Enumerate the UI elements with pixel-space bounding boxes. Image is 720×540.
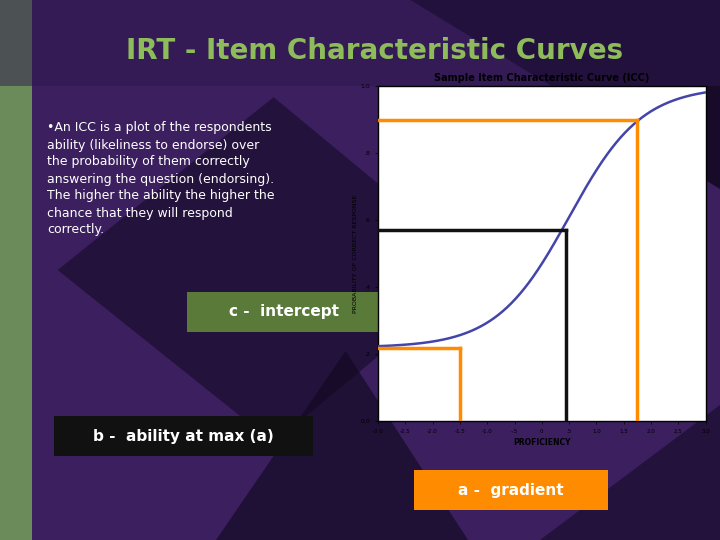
Bar (414, 470, 608, 510)
Polygon shape (410, 0, 720, 189)
X-axis label: PROFICIENCY: PROFICIENCY (513, 438, 570, 447)
Polygon shape (540, 405, 720, 540)
Text: b -  ability at max (a): b - ability at max (a) (93, 429, 274, 443)
Title: Sample Item Characteristic Curve (ICC): Sample Item Characteristic Curve (ICC) (434, 73, 649, 83)
Text: •An ICC is a plot of the respondents
ability (likeliness to endorse) over
the pr: •An ICC is a plot of the respondents abi… (47, 122, 274, 237)
Y-axis label: PROBABILITY OF CORRECT RESPONSE: PROBABILITY OF CORRECT RESPONSE (353, 194, 358, 313)
Bar (54, 416, 313, 456)
Text: a -  gradient: a - gradient (459, 483, 564, 497)
Text: IRT - Item Characteristic Curves: IRT - Item Characteristic Curves (126, 37, 623, 65)
Bar (0, 0, 720, 86)
Text: c -  intercept: c - intercept (230, 305, 339, 319)
Polygon shape (216, 351, 468, 540)
Bar (0, 0, 32, 540)
Polygon shape (58, 97, 482, 443)
Bar (187, 292, 382, 332)
